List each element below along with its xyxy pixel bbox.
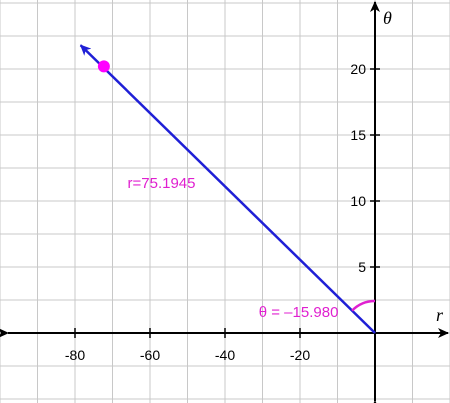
x-tick-label: -20	[290, 347, 310, 363]
y-tick-label: 5	[358, 259, 366, 275]
y-tick-label: 20	[350, 61, 366, 77]
y-tick-label: 15	[350, 127, 366, 143]
y-axis-label: θ	[383, 8, 392, 28]
radius-label: r=75.1945	[128, 175, 196, 192]
x-tick-label: -40	[215, 347, 235, 363]
radius-vector	[79, 44, 376, 334]
angle-arc	[351, 299, 376, 312]
x-tick-label: -60	[140, 347, 160, 363]
angle-label: θ = –15.980	[259, 304, 339, 321]
data-point	[97, 60, 110, 73]
x-axis-label: r	[436, 305, 444, 325]
tick-labels: -80 -60 -40 -20 5 10 15 20	[65, 61, 380, 363]
x-tick-label: -80	[65, 347, 85, 363]
y-tick-label: 10	[350, 193, 366, 209]
